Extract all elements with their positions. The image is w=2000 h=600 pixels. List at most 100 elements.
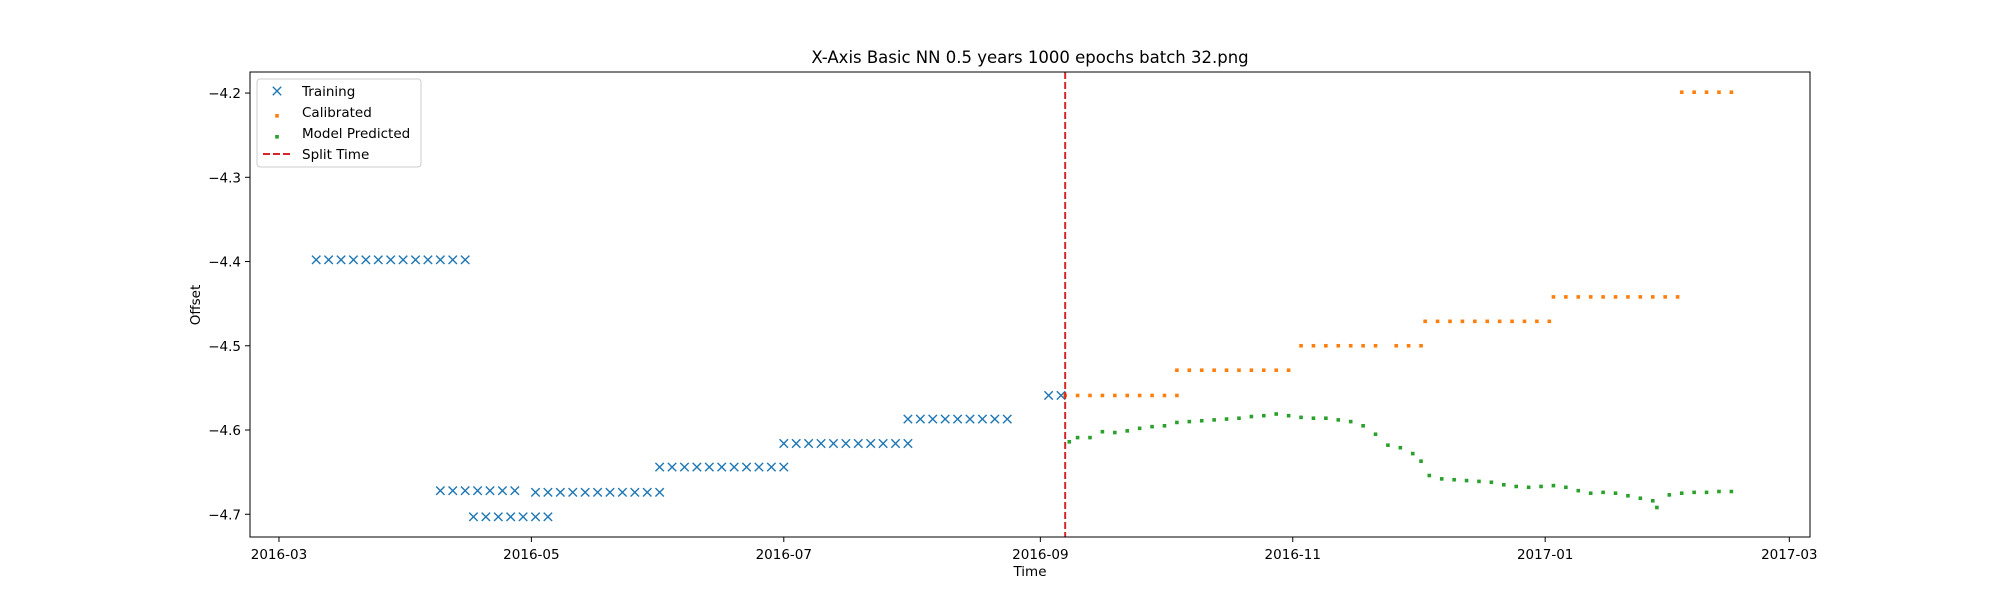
y-tick-label: −4.4 [208,255,241,271]
model-predicted-point [1427,473,1432,478]
training-point [903,438,913,449]
training-point [518,512,528,522]
x-tick-label: 2016-03 [251,547,307,563]
calibrated-point [1435,319,1440,324]
x-tick-label: 2016-05 [503,547,559,563]
training-point [505,512,516,522]
y-axis: −4.7 −4.6 −4.5 −4.4 −4.3 −4.2 [208,86,250,523]
model-predicted-point [1274,412,1279,416]
y-tick-label: −4.3 [208,170,241,186]
y-axis-label: Offset [188,285,204,326]
calibrated-point [1564,295,1568,299]
training-point [853,438,863,449]
model-predicted-point [1088,435,1092,440]
calibrated-point [1336,343,1341,348]
training-point [642,487,652,498]
legend-label-model-predicted: Model Predicted [302,126,410,142]
calibrated-point [1613,295,1618,299]
training-point [692,462,702,472]
model-predicted-point [1249,414,1254,419]
calibrated-point [1274,368,1279,373]
training-point [311,255,321,265]
calibrated-point [1547,319,1552,324]
training-point [605,487,615,498]
calibrated-point [1324,343,1328,348]
legend-marker-model-predicted [275,135,279,139]
training-point [741,462,752,472]
training-point [990,414,1000,424]
model-predicted-point [1551,483,1556,488]
calibrated-point [1406,343,1411,348]
training-point [754,462,764,472]
training-point [398,255,408,265]
calibrated-point [1473,319,1477,324]
model-predicted-point [1419,459,1423,463]
training-point [435,485,446,496]
calibrated-point [1588,295,1593,299]
training-point [878,438,888,449]
training-point [468,512,479,522]
training-point [630,487,640,498]
training-point [435,255,446,265]
x-tick-label: 2016-09 [1012,547,1068,563]
model-predicted-point [1125,429,1130,433]
model-predicted-point [1489,480,1494,485]
plot-area [311,72,1734,537]
model-predicted-point [1692,490,1696,495]
model-predicted-point [1564,485,1568,490]
model-predicted-point [1137,426,1142,431]
model-predicted-point [1601,490,1605,495]
training-point [485,485,495,496]
training-point [828,438,839,449]
axes-frame [249,71,1811,538]
training-point [965,414,975,424]
model-predicted-point [1348,419,1353,424]
training-point [903,414,913,424]
calibrated-point [1576,295,1581,299]
model-predicted-point [1679,491,1684,495]
calibrated-point [1237,368,1241,373]
model-predicted-point [1729,489,1734,494]
model-predicted-point [1386,443,1390,447]
calibrated-point [1551,295,1556,299]
training-point [1002,414,1012,424]
training-point [497,485,508,496]
x-tick-label: 2016-11 [1265,547,1321,563]
calibrated-point [1075,393,1080,398]
training-point [530,487,541,498]
training-point [592,487,603,498]
training-point [654,462,665,472]
legend-marker-training [272,86,282,96]
x-axis: 2016-03 2016-05 2016-07 2016-09 2016-11 2017-… [251,537,1818,563]
calibrated-point [1299,343,1303,348]
legend-box [256,78,422,168]
calibrated-point [1704,90,1709,95]
training-point [1056,390,1066,401]
training-point [336,255,346,265]
training-point [472,485,483,496]
training-point [915,414,926,424]
model-predicted-point [1526,485,1531,490]
training-point [580,487,590,498]
training-point [448,255,458,265]
training-point [373,255,383,265]
model-predicted-point [1398,445,1403,450]
model-predicted-point [1650,498,1655,503]
model-predicted-point [1261,413,1266,418]
training-point [729,462,739,472]
model-predicted-point [1311,416,1316,421]
model-predicted-point [1373,432,1378,437]
calibrated-point [1675,295,1680,299]
model-predicted-point [1501,482,1506,487]
calibrated-point [1348,343,1353,348]
legend-label-training: Training [301,84,355,100]
training-point [803,438,814,449]
calibrated-point [1663,295,1667,299]
calibrated-point [1199,368,1204,373]
model-predicted-point [1150,424,1154,429]
model-predicted-point [1588,491,1593,495]
model-predicted-point [1704,490,1709,495]
model-predicted-point [1576,488,1581,493]
model-predicted-point [1324,416,1328,421]
